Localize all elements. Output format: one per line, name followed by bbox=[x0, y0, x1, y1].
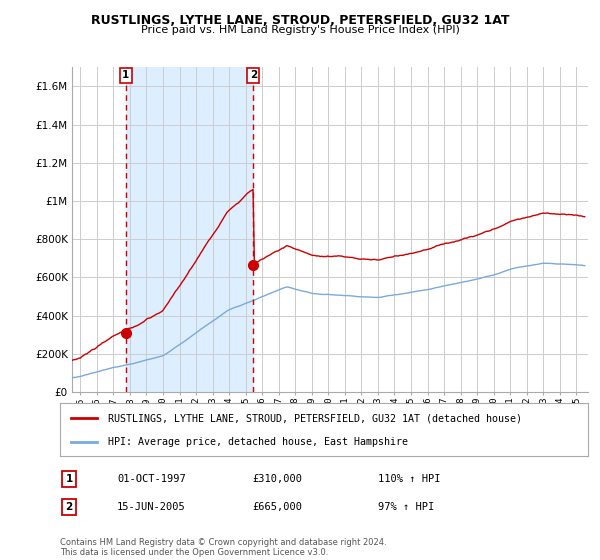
Text: Price paid vs. HM Land Registry's House Price Index (HPI): Price paid vs. HM Land Registry's House … bbox=[140, 25, 460, 35]
Text: 15-JUN-2005: 15-JUN-2005 bbox=[117, 502, 186, 512]
Text: 2: 2 bbox=[250, 71, 257, 81]
Text: RUSTLINGS, LYTHE LANE, STROUD, PETERSFIELD, GU32 1AT (detached house): RUSTLINGS, LYTHE LANE, STROUD, PETERSFIE… bbox=[107, 413, 521, 423]
Text: 1: 1 bbox=[122, 71, 130, 81]
Bar bbox=[126, 67, 253, 392]
Text: 97% ↑ HPI: 97% ↑ HPI bbox=[378, 502, 434, 512]
Text: 110% ↑ HPI: 110% ↑ HPI bbox=[378, 474, 440, 484]
Text: RUSTLINGS, LYTHE LANE, STROUD, PETERSFIELD, GU32 1AT: RUSTLINGS, LYTHE LANE, STROUD, PETERSFIE… bbox=[91, 14, 509, 27]
Text: Contains HM Land Registry data © Crown copyright and database right 2024.
This d: Contains HM Land Registry data © Crown c… bbox=[60, 538, 386, 557]
Text: 1: 1 bbox=[65, 474, 73, 484]
Text: 01-OCT-1997: 01-OCT-1997 bbox=[117, 474, 186, 484]
Text: 2: 2 bbox=[65, 502, 73, 512]
Text: HPI: Average price, detached house, East Hampshire: HPI: Average price, detached house, East… bbox=[107, 436, 407, 446]
Text: £665,000: £665,000 bbox=[252, 502, 302, 512]
Text: £310,000: £310,000 bbox=[252, 474, 302, 484]
